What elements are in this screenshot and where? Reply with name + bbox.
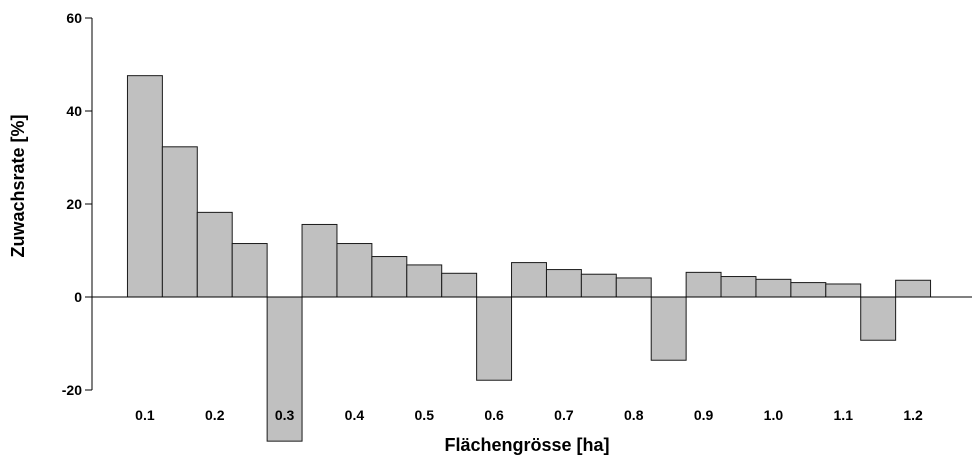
bar-23 — [895, 279, 932, 298]
y-tick-label: 40 — [66, 103, 82, 119]
x-tick-label: 0.2 — [205, 407, 225, 423]
y-axis-title: Zuwachsrate [%] — [8, 114, 28, 257]
bar-11 — [476, 296, 513, 381]
bar-1 — [126, 75, 163, 298]
y-tick-label: -20 — [62, 382, 82, 398]
bar-19 — [755, 278, 792, 298]
bar-8 — [371, 256, 408, 298]
x-tick-label: 0.5 — [415, 407, 435, 423]
x-tick-label: 0.9 — [694, 407, 714, 423]
y-tick-label: 60 — [66, 10, 82, 26]
bar-3 — [196, 211, 233, 298]
bars-group — [126, 75, 932, 442]
x-tick-label: 0.3 — [275, 407, 295, 423]
bar-12 — [511, 262, 547, 298]
bar-9 — [406, 264, 443, 298]
x-tick-label: 0.4 — [345, 407, 365, 423]
x-tick-label: 1.1 — [834, 407, 854, 423]
x-tick-label: 0.8 — [624, 407, 644, 423]
bar-18 — [720, 276, 757, 298]
bar-13 — [545, 269, 582, 298]
bar-14 — [580, 273, 617, 298]
bar-22 — [860, 296, 897, 341]
y-tick-label: 0 — [74, 289, 82, 305]
bar-20 — [790, 282, 827, 298]
bar-5 — [266, 296, 303, 442]
bar-4 — [231, 243, 268, 298]
x-tick-label: 1.2 — [903, 407, 923, 423]
bar-21 — [825, 283, 862, 298]
bar-7 — [336, 243, 373, 298]
x-tick-label: 1.0 — [764, 407, 784, 423]
y-axis: -20 0 20 40 60 — [62, 10, 93, 398]
bar-15 — [615, 277, 652, 298]
bar-10 — [441, 272, 478, 298]
x-axis-tick-labels: 0.1 0.2 0.3 0.4 0.5 0.6 0.7 0.8 0.9 1.0 1.1 1.2 — [135, 407, 923, 423]
bar-2 — [161, 146, 198, 298]
bar-6 — [301, 223, 338, 298]
y-tick-label: 20 — [66, 196, 82, 212]
x-tick-label: 0.7 — [554, 407, 574, 423]
bar-17 — [685, 271, 722, 298]
bar-16 — [650, 296, 687, 361]
x-tick-label: 0.6 — [484, 407, 504, 423]
x-tick-label: 0.1 — [135, 407, 155, 423]
x-axis-title: Flächengrösse [ha] — [444, 435, 609, 455]
